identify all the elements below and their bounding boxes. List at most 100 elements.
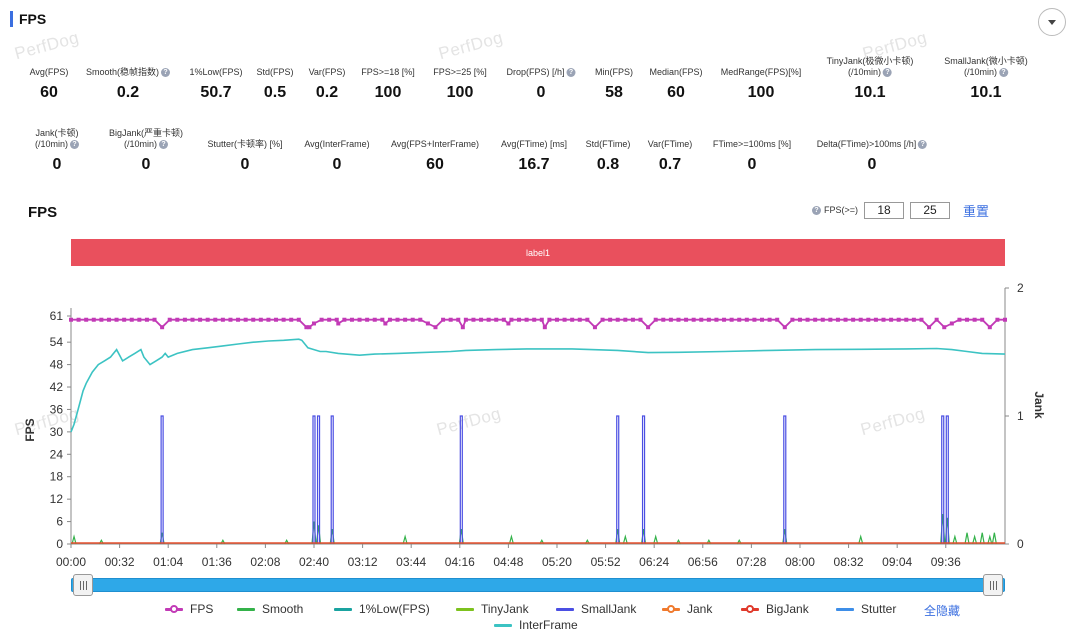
fps-point: [630, 317, 635, 322]
metric-label-text: Jank(卡顿): [35, 128, 79, 138]
legend-item[interactable]: SmallJank: [556, 602, 636, 616]
fps-point: [752, 317, 757, 322]
fps-threshold-input-2[interactable]: [910, 201, 951, 219]
fps-point: [198, 317, 203, 322]
y2-axis-title: Jank: [1032, 391, 1046, 419]
x-tick-label: 06:24: [639, 555, 669, 569]
fps-point: [441, 317, 446, 322]
fps-point: [942, 325, 947, 330]
fps-point: [615, 317, 620, 322]
slider-handle-left[interactable]: [73, 574, 93, 596]
fps-point: [76, 317, 81, 322]
help-icon[interactable]: ?: [566, 68, 576, 78]
legend-item[interactable]: TinyJank: [456, 602, 529, 616]
legend-swatch: [237, 604, 255, 614]
fps-point: [311, 321, 316, 326]
fps-point: [661, 317, 666, 322]
smooth-spike: [858, 534, 864, 545]
metric-label-unit: (/10min): [123, 139, 158, 149]
help-icon[interactable]: ?: [999, 68, 1009, 78]
fps-point: [646, 325, 651, 330]
legend-item[interactable]: InterFrame: [494, 618, 578, 632]
metric-10: MedRange(FPS)[%] 100: [721, 56, 802, 102]
fps-point: [106, 317, 111, 322]
title-accent-bar: [10, 11, 13, 27]
fps-point: [554, 317, 559, 322]
label-bar[interactable]: label1: [71, 239, 1005, 266]
fps-point: [767, 317, 772, 322]
help-icon[interactable]: ?: [812, 205, 821, 215]
metric-value: 0: [141, 156, 151, 173]
legend-label: Smooth: [262, 602, 304, 616]
fps-point: [858, 317, 863, 322]
fps-point: [965, 317, 970, 322]
metric-3: Std(FPS) 0.5: [256, 56, 293, 102]
help-icon[interactable]: ?: [883, 68, 892, 78]
legend-swatch: [662, 604, 680, 614]
metric-label: Drop(FPS) [/h]?: [506, 67, 576, 78]
fps-point: [395, 317, 400, 322]
legend-item[interactable]: FPS: [165, 602, 213, 616]
fps-point: [987, 325, 992, 330]
fps-point: [471, 317, 476, 322]
fps-point: [167, 317, 172, 322]
fps-point: [760, 317, 765, 322]
reset-button[interactable]: 重置: [963, 203, 990, 219]
fps-point: [934, 317, 939, 322]
legend-item[interactable]: BigJank: [741, 602, 809, 616]
metric-label-text: Std(FTime): [585, 139, 631, 149]
legend-label: FPS: [190, 602, 214, 616]
legend-swatch: [456, 604, 474, 614]
slider-track[interactable]: [71, 578, 1005, 592]
help-icon[interactable]: ?: [161, 68, 171, 78]
metric-value: 60: [40, 84, 58, 101]
fps-point: [805, 317, 810, 322]
fps-point: [506, 321, 511, 326]
fps-threshold-controls: ? FPS(>=) 重置: [812, 200, 989, 220]
legend-swatch: [165, 604, 183, 614]
legend-swatch: [556, 604, 574, 614]
metric-2: Stutter(卡顿率) [%] 0: [207, 128, 282, 174]
fps-point: [137, 317, 142, 322]
y-tick-label: 61: [50, 309, 64, 323]
metric-label-text: TinyJank(极微小卡顿): [826, 56, 914, 66]
fps-point: [851, 317, 856, 322]
collapse-button[interactable]: [1038, 8, 1066, 36]
fps-point: [828, 317, 833, 322]
legend-item[interactable]: Smooth: [237, 602, 303, 616]
smooth-spike: [653, 534, 659, 545]
interframe-line: [70, 338, 1006, 433]
x-tick-label: 06:56: [688, 555, 718, 569]
metric-value: 10.1: [970, 84, 1002, 101]
y-tick-label: 12: [50, 492, 64, 506]
fps-point: [542, 325, 547, 330]
fps-point: [114, 317, 119, 322]
legend-item[interactable]: Stutter: [836, 602, 896, 616]
help-icon[interactable]: ?: [70, 140, 80, 150]
metric-label: Avg(FPS+InterFrame): [391, 139, 479, 150]
legend-item[interactable]: Jank: [662, 602, 712, 616]
metric-7: Var(FTime) 0.7: [648, 128, 693, 174]
legend-item[interactable]: 1%Low(FPS): [334, 602, 430, 616]
fps-point: [448, 317, 453, 322]
help-icon[interactable]: ?: [918, 140, 928, 150]
fps-point: [600, 317, 605, 322]
fps-point: [258, 317, 263, 322]
help-icon[interactable]: ?: [159, 140, 169, 150]
slider-handle-right[interactable]: [983, 574, 1003, 596]
toggle-all-series-button[interactable]: 全隐藏: [924, 604, 961, 618]
fps-point: [623, 317, 628, 322]
smooth-spike: [71, 534, 77, 545]
metric-value: 60: [426, 156, 444, 173]
y-tick-label: 42: [50, 380, 64, 394]
x-tick-label: 03:12: [348, 555, 378, 569]
metric-label-text: BigJank(严重卡顿): [108, 128, 184, 138]
fps-threshold-input-1[interactable]: [864, 201, 905, 219]
metric-value: 0: [867, 156, 877, 173]
smooth-spike: [991, 532, 997, 545]
metric-value: 100: [446, 84, 474, 101]
smalljank-spike: [312, 415, 316, 544]
time-range-slider[interactable]: [71, 574, 1005, 596]
metric-label-text: Min(FPS): [595, 67, 633, 77]
